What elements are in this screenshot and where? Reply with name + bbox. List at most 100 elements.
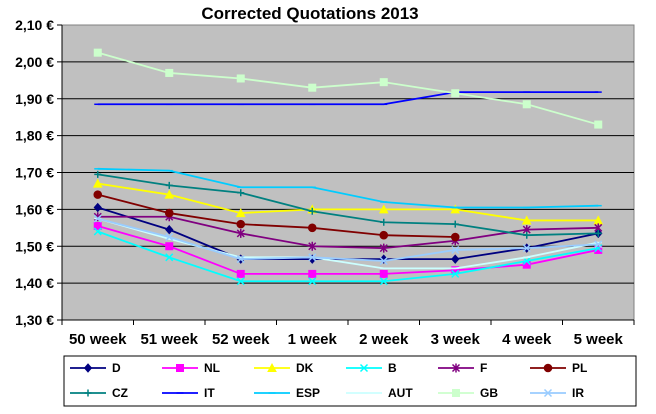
- legend-item-aut: AUT: [346, 386, 413, 400]
- data-point-nl: [594, 245, 603, 254]
- legend-label: DK: [296, 361, 314, 375]
- legend-item-d: D: [70, 361, 121, 375]
- chart-title: Corrected Quotations 2013: [201, 4, 418, 23]
- data-point-ir: [451, 245, 460, 254]
- data-point-b: [165, 253, 174, 262]
- data-point-b: [451, 269, 460, 278]
- series-line-nl: [97, 225, 599, 275]
- data-point-pl: [379, 230, 389, 240]
- legend-item-it: IT: [162, 386, 215, 400]
- data-point-dk: [164, 189, 175, 199]
- series-dk: [92, 178, 604, 225]
- legend-label: ESP: [296, 386, 320, 400]
- data-point-ir: [379, 256, 388, 266]
- data-point-ir: [236, 255, 245, 264]
- series-esp: [94, 167, 602, 209]
- data-point-gb: [594, 120, 603, 129]
- data-point-d: [451, 254, 460, 264]
- legend-marker-ir: [543, 388, 553, 398]
- series-line-it: [97, 91, 599, 106]
- y-tick-label: 1,40 €: [15, 275, 54, 291]
- y-tick-label: 1,30 €: [15, 312, 54, 328]
- axes: 1,30 € 1,40 € 1,50 € 1,60 € 1,70 € 1,80 € 1,90…: [15, 17, 635, 348]
- legend-marker-f: [451, 363, 461, 373]
- legend-label: CZ: [112, 386, 128, 400]
- legend-marker-dk: [267, 362, 277, 372]
- data-point-gb: [379, 78, 388, 87]
- legend-label: B: [388, 361, 397, 375]
- data-point-cz: [94, 170, 102, 178]
- legend-item-gb: GB: [438, 386, 498, 400]
- legend-box: [63, 355, 637, 407]
- data-point-gb: [93, 48, 102, 57]
- legend-label: IT: [204, 386, 215, 400]
- series-line-gb: [97, 51, 599, 126]
- y-tick-label: 1,60 €: [15, 201, 54, 217]
- legend-item-f: F: [438, 361, 487, 375]
- series-line-cz: [97, 173, 599, 237]
- series-line-ir: [97, 217, 599, 262]
- y-tick-label: 1,70 €: [15, 165, 54, 181]
- data-point-pl: [236, 219, 246, 229]
- series-cz: [94, 170, 602, 239]
- data-point-dk: [235, 208, 246, 218]
- legend-item-pl: PL: [530, 361, 587, 375]
- series-line-pl: [97, 193, 456, 238]
- series-line-f: [97, 215, 599, 249]
- data-point-ir: [594, 240, 603, 249]
- data-point-cz: [380, 218, 388, 226]
- x-tick-label: 51 week: [140, 331, 198, 348]
- legend-item-b: B: [346, 361, 397, 375]
- legend-marker-gb: [452, 389, 460, 397]
- data-point-cz: [237, 189, 245, 197]
- x-tick-label: 50 week: [69, 331, 127, 348]
- data-point-f: [308, 241, 317, 251]
- series-b: [93, 227, 603, 286]
- data-point-gb: [451, 89, 460, 98]
- data-point-f: [379, 243, 388, 253]
- data-point-gb: [236, 74, 245, 83]
- x-tick-label: 2 week: [359, 331, 409, 348]
- x-tick-label: 5 week: [574, 331, 624, 348]
- series-gb: [93, 48, 603, 129]
- data-point-gb: [165, 68, 174, 77]
- data-point-d: [165, 224, 174, 235]
- series-line-aut: [97, 217, 599, 270]
- legend-label: AUT: [388, 386, 413, 400]
- data-point-cz: [451, 220, 459, 228]
- y-tick-label: 2,00 €: [15, 54, 54, 70]
- legend-label: D: [112, 361, 121, 375]
- data-point-b: [379, 277, 388, 286]
- series-pl: [93, 190, 460, 242]
- data-point-pl: [164, 208, 174, 218]
- data-point-nl: [236, 269, 245, 278]
- x-tick-label: 1 week: [288, 331, 338, 348]
- legend-item-ir: IR: [530, 386, 584, 400]
- data-point-nl: [308, 269, 317, 278]
- legend-marker-cz: [84, 389, 92, 397]
- data-point-ir: [522, 244, 531, 253]
- legend-marker-pl: [543, 363, 553, 373]
- data-point-d: [93, 202, 102, 213]
- legend-label: IR: [572, 386, 584, 400]
- data-point-pl: [307, 223, 317, 233]
- data-point-nl: [93, 221, 102, 230]
- series-nl: [93, 221, 603, 278]
- data-point-ir: [308, 253, 317, 262]
- y-tick-label: 1,90 €: [15, 91, 54, 107]
- y-tick-label: 1,50 €: [15, 238, 54, 254]
- series-line-esp: [97, 167, 599, 209]
- series-ir: [93, 214, 603, 266]
- legend-marker-d: [83, 363, 93, 373]
- data-point-cz: [594, 229, 602, 237]
- series-line-b: [97, 230, 599, 283]
- data-point-pl: [450, 232, 460, 242]
- data-point-nl: [165, 242, 174, 251]
- data-point-f: [236, 228, 245, 238]
- x-tick-label: 3 week: [431, 331, 481, 348]
- legend-label: F: [480, 361, 487, 375]
- data-point-gb: [308, 83, 317, 92]
- legend-item-dk: DK: [254, 361, 314, 375]
- data-point-nl: [379, 269, 388, 278]
